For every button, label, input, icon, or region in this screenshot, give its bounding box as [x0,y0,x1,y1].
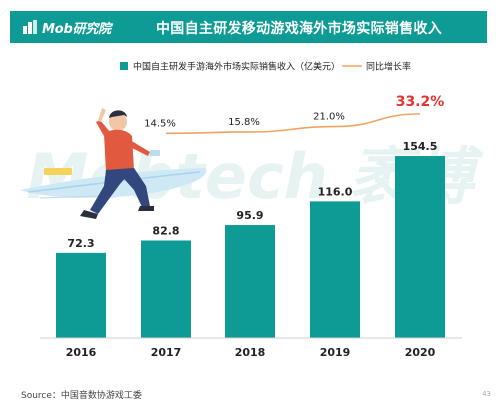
mob-logo-icon [22,19,38,35]
bar-value-label-2017: 82.8 [152,224,179,237]
bar-layer: 72.3 82.8 95.9 116.0 154.5 [56,140,445,338]
growth-label-2020: 33.2% [396,94,445,110]
bar-value-label-2016: 72.3 [67,237,94,250]
x-axis: 2016 2017 2018 2019 2020 [40,337,462,359]
person-illustration [20,108,207,219]
page-title: 中国自主研发移动游戏海外市场实际销售收入 [156,21,442,37]
page-number: 43 [482,390,491,398]
growth-line-layer: 14.5% 15.8% 21.0% 33.2% [144,94,445,135]
mob-logo: Mob研究院 [22,18,111,37]
x-tick-label-2019: 2019 [320,346,351,359]
chart-legend: 中国自主研发手游海外市场实际销售收入（亿美元） 同比增长率 [120,61,411,73]
legend-bar-swatch [120,62,128,70]
bar-2020 [395,156,445,338]
source-note: Source：中国音数协游戏工委 [21,391,142,401]
bar-value-label-2020: 154.5 [403,140,438,153]
bar-2016 [56,252,106,338]
x-tick-label-2017: 2017 [151,346,182,359]
bar-2017 [141,240,191,338]
x-tick-label-2016: 2016 [66,346,97,359]
bar-value-label-2018: 95.9 [236,209,263,222]
growth-label-2019: 21.0% [313,112,345,123]
logo-text: Mob研究院 [42,21,111,37]
growth-label-2017: 14.5% [144,118,176,129]
x-tick-label-2018: 2018 [235,346,266,359]
growth-label-2018: 15.8% [228,117,260,128]
legend-bar-label: 中国自主研发手游海外市场实际销售收入（亿美元） [133,61,340,73]
bar-value-label-2019: 116.0 [318,185,353,198]
bar-2019 [310,201,360,338]
bar-2018 [225,225,275,338]
growth-rate-line [165,113,421,135]
legend-line-label: 同比增长率 [366,61,411,73]
header-banner: Mob研究院 中国自主研发移动游戏海外市场实际销售收入 [10,11,487,43]
x-tick-label-2020: 2020 [405,346,436,359]
